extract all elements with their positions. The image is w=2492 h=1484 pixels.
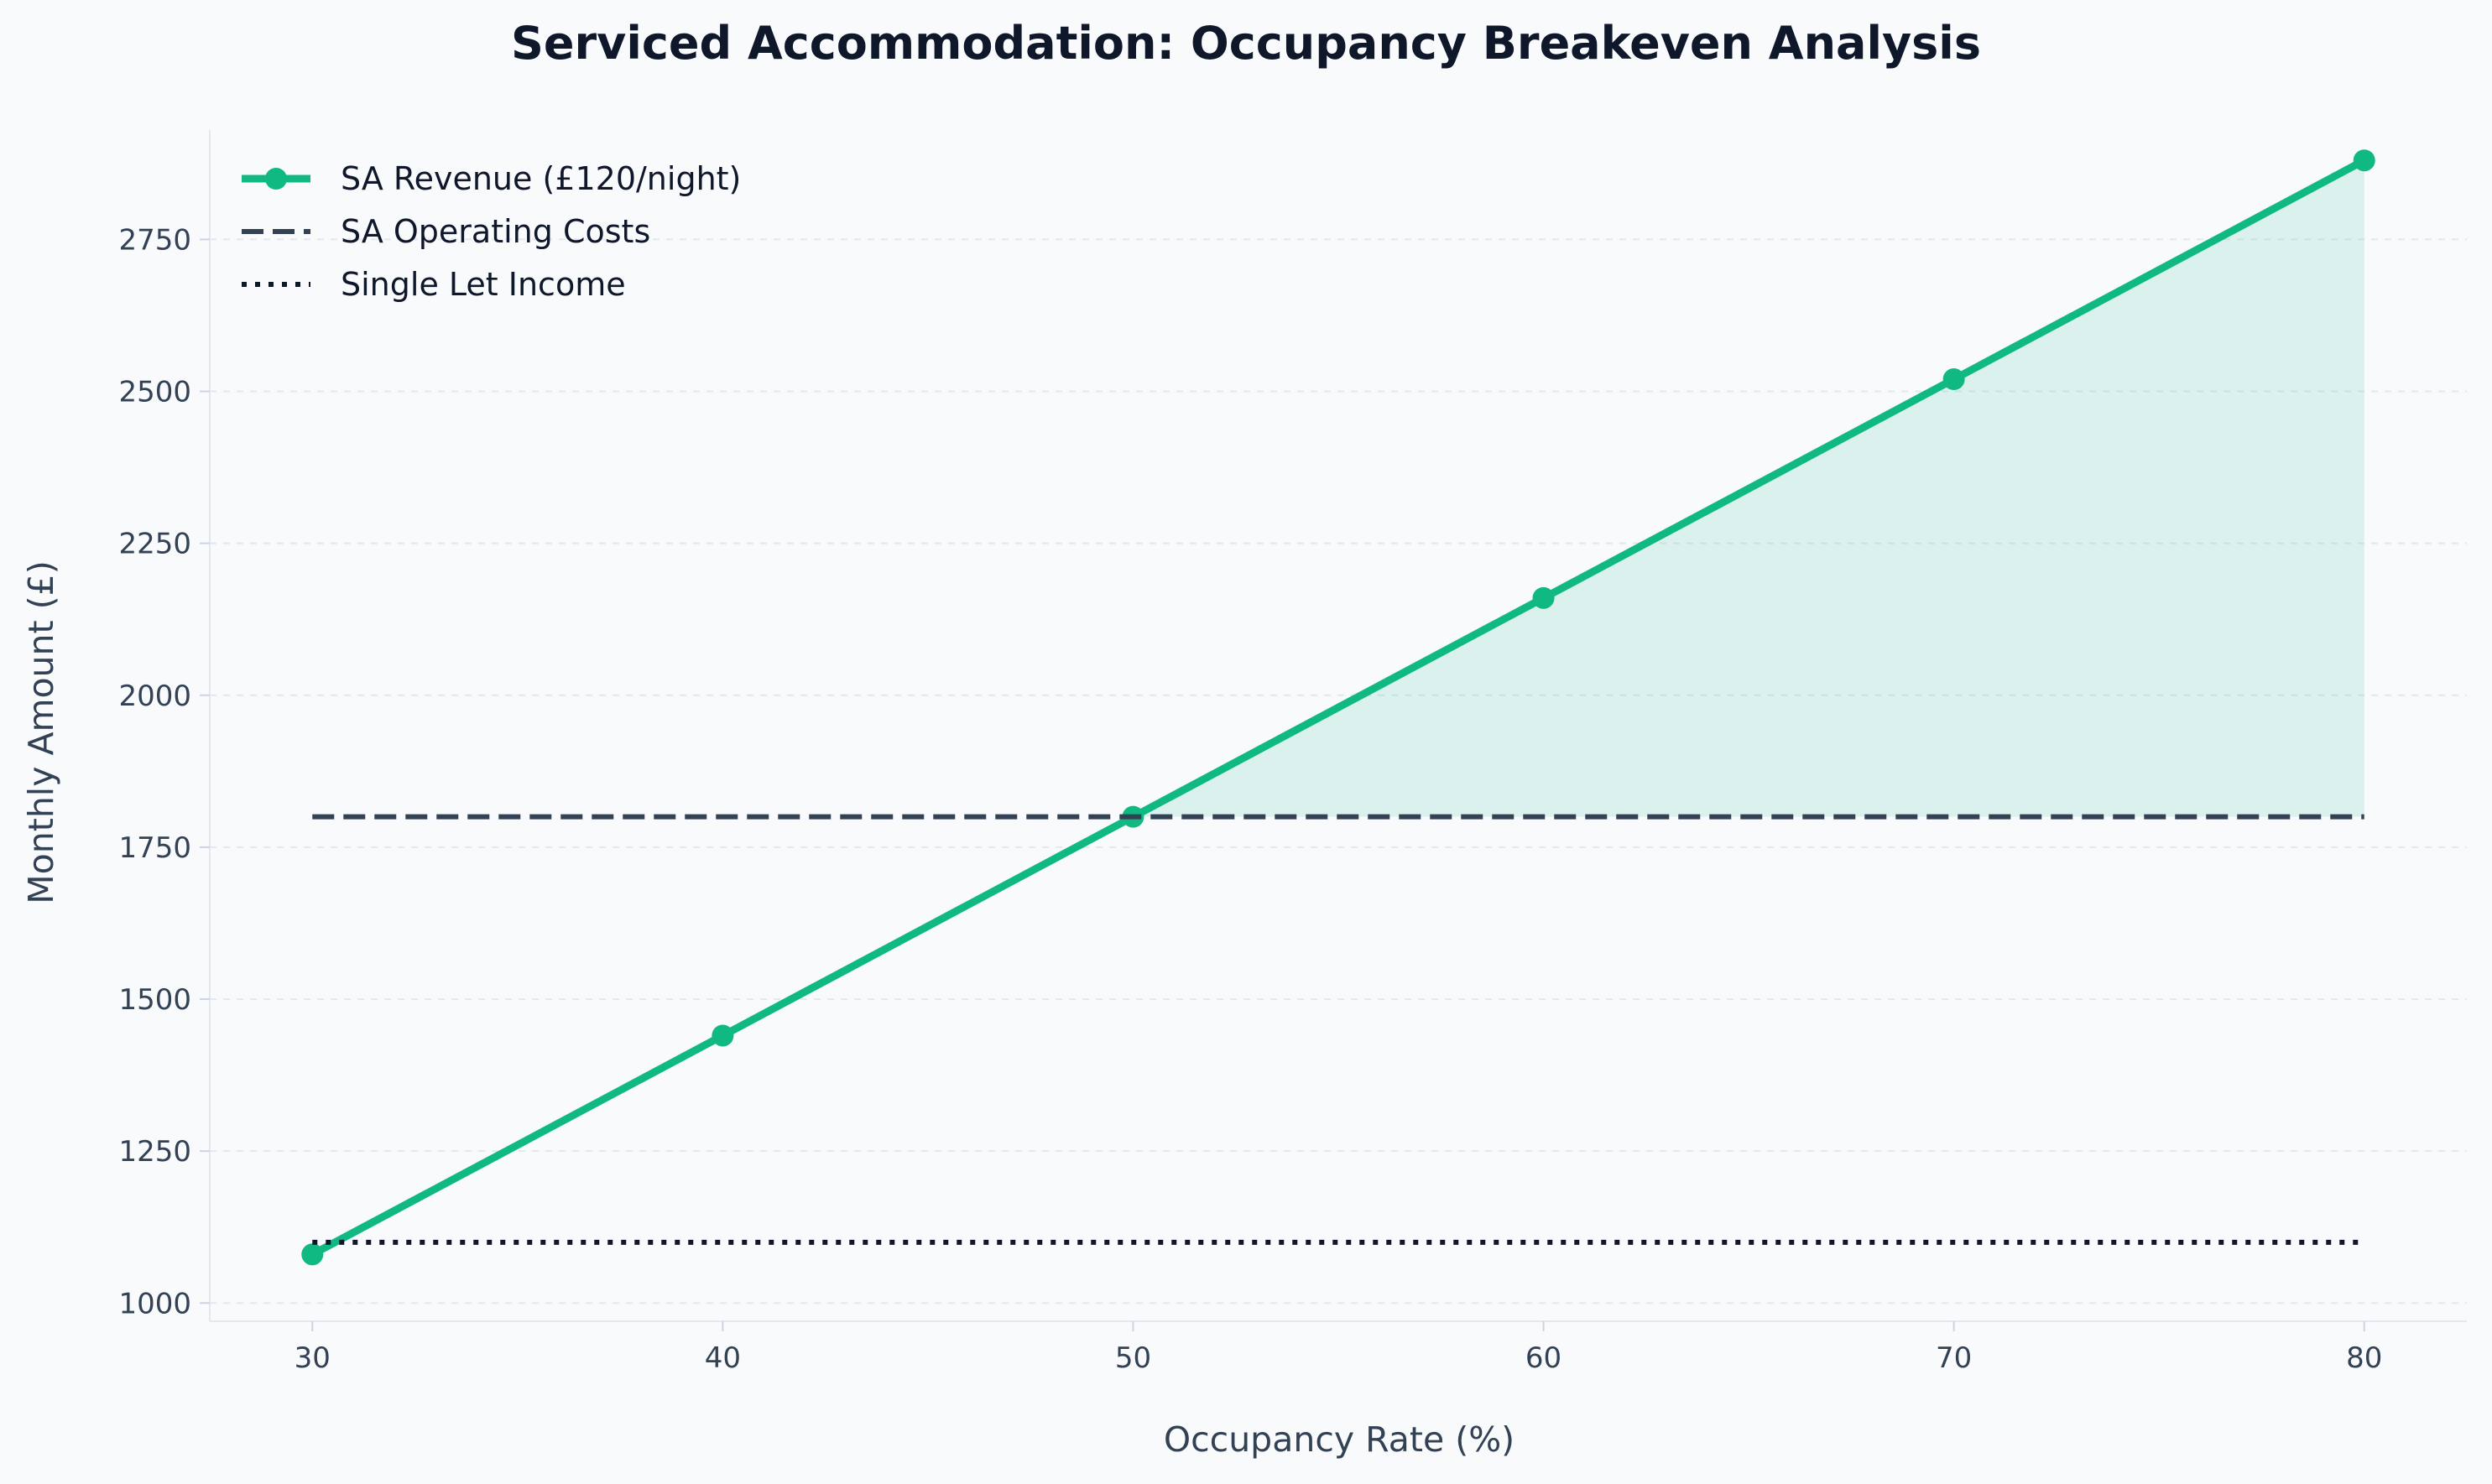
y-axis-title: Monthly Amount (£): [21, 560, 61, 903]
y-tick-label: 2500: [118, 376, 191, 409]
series: [301, 149, 2375, 1266]
x-tick-label: 40: [705, 1341, 741, 1375]
y-tick-label: 2000: [118, 680, 191, 713]
y-axis-ticks: 1000 1250 1500 1750 2000 2250 2500 2750: [118, 223, 210, 1320]
gridlines: [210, 238, 2467, 1304]
x-tick-label: 70: [1936, 1341, 1972, 1375]
revenue-point: [1942, 368, 1965, 391]
revenue-point: [301, 1243, 324, 1266]
chart-title: Serviced Accommodation: Occupancy Breake…: [511, 17, 1981, 70]
y-tick-label: 1500: [118, 983, 191, 1017]
revenue-point: [712, 1024, 734, 1047]
x-tick-label: 60: [1525, 1341, 1561, 1375]
x-tick-label: 80: [2346, 1341, 2382, 1375]
y-tick-label: 1000: [118, 1287, 191, 1320]
x-axis-title: Occupancy Rate (%): [1164, 1419, 1514, 1460]
y-tick-label: 2250: [118, 528, 191, 561]
axes: [209, 130, 2467, 1322]
legend-label-operating-costs: SA Operating Costs: [341, 213, 650, 250]
revenue-point: [2353, 149, 2375, 172]
y-tick-label: 1750: [118, 831, 191, 865]
legend: SA Revenue (£120/night) SA Operating Cost…: [242, 160, 741, 303]
x-tick-label: 30: [295, 1341, 331, 1375]
y-tick-label: 1250: [118, 1135, 191, 1169]
x-axis-ticks: 30 40 50 60 70 80: [295, 1321, 2382, 1375]
legend-label-revenue: SA Revenue (£120/night): [341, 160, 741, 197]
legend-marker-revenue: [265, 168, 287, 190]
x-tick-label: 50: [1115, 1341, 1151, 1375]
revenue-line: [310, 157, 2366, 1258]
y-tick-label: 2750: [118, 223, 191, 257]
revenue-point: [1532, 586, 1555, 609]
legend-label-single-let-income: Single Let Income: [341, 266, 626, 303]
